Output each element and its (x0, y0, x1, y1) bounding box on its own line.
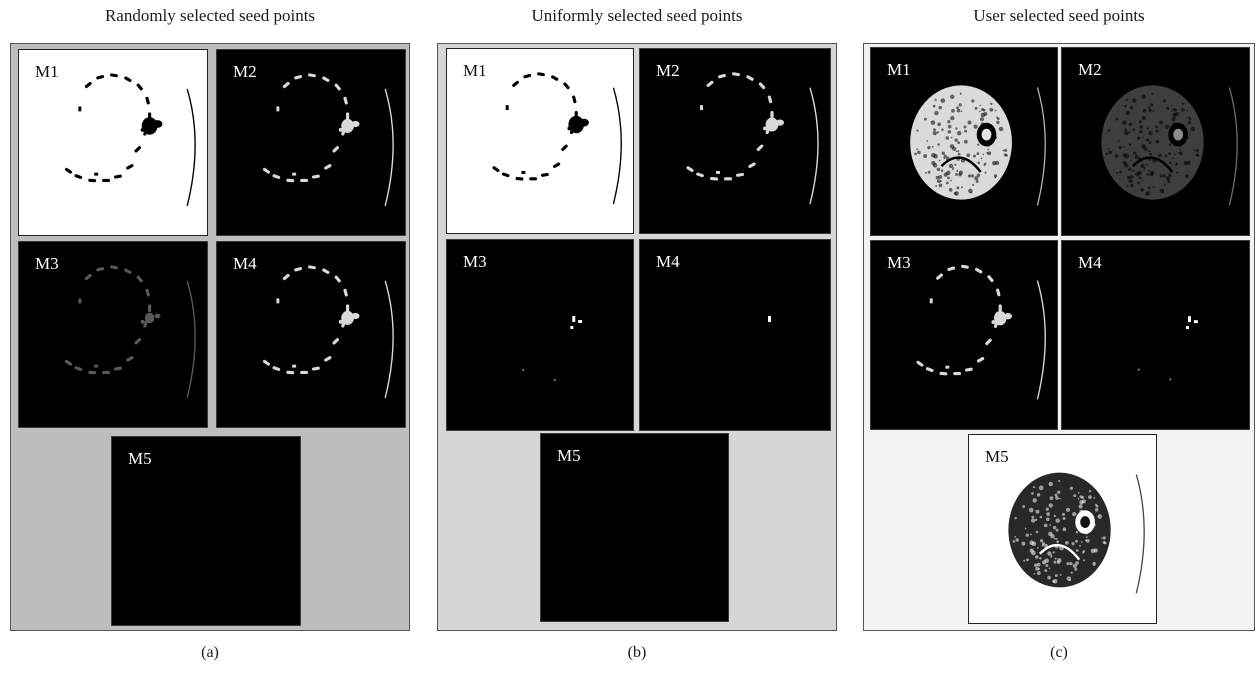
segmentation-mask-image (686, 72, 819, 205)
tile-label: M1 (463, 61, 487, 80)
panel-b: M1 M2 M3 M4 M5 (437, 43, 837, 631)
segmentation-mask-image (64, 73, 196, 206)
panel-b-title: Uniformly selected seed points (531, 6, 743, 25)
tile-label: M2 (233, 62, 257, 81)
panel-c-tile-m1: M1 (870, 47, 1058, 236)
panel-a-title: Randomly selected seed points (104, 6, 316, 25)
tile-label: M1 (887, 60, 911, 79)
tile-label: M4 (656, 252, 680, 271)
segmentation-mask-image (1137, 316, 1198, 381)
tile-label: M3 (463, 252, 487, 271)
segmentation-mask-image (522, 316, 583, 381)
tile-label: M3 (887, 253, 911, 272)
panel-c-title: User selected seed points (973, 6, 1145, 25)
segmentation-mask-image (262, 265, 394, 398)
tile-label: M2 (1078, 60, 1102, 79)
panel-b-tile-m5: M5 (540, 433, 729, 622)
segmentation-mask-image (1101, 85, 1238, 206)
tile-label: M5 (557, 446, 581, 465)
segmentation-mask-image (768, 316, 771, 322)
panel-c-tile-m4: M4 (1061, 240, 1250, 430)
panel-b-tile-m2: M2 (639, 48, 831, 234)
panel-c-tile-m2: M2 (1061, 47, 1250, 236)
panel-c-tile-m3: M3 (870, 240, 1058, 430)
panel-a-tile-m1: M1 (18, 49, 208, 236)
tile-label: M5 (985, 447, 1009, 466)
tile-label: M5 (128, 449, 152, 468)
segmentation-mask-image (916, 264, 1046, 400)
tile-label: M1 (35, 62, 59, 81)
panel-b-tile-m4: M4 (639, 239, 831, 431)
panel-a: M1 M2 M3 M4 M5 (10, 43, 410, 631)
segmentation-mask-image (1008, 472, 1145, 594)
tile-label: M4 (233, 254, 257, 273)
panel-c-caption: (c) (1050, 644, 1068, 661)
panel-c-tile-m5: M5 (968, 434, 1157, 624)
segmentation-mask-image (492, 72, 622, 205)
panel-c: M1 M2 M3 M4 M5 (863, 43, 1255, 631)
segmentation-mask-image (910, 85, 1046, 206)
segmentation-mask-image (262, 73, 394, 206)
panel-a-tile-m4: M4 (216, 241, 406, 428)
tile-label: M4 (1078, 253, 1102, 272)
panel-a-tile-m2: M2 (216, 49, 406, 236)
tile-label: M2 (656, 61, 680, 80)
segmentation-mask-image (64, 265, 196, 398)
panel-b-tile-m1: M1 (446, 48, 634, 234)
panel-b-tile-m3: M3 (446, 239, 634, 431)
panel-a-tile-m3: M3 (18, 241, 208, 428)
panel-a-caption: (a) (201, 644, 219, 661)
panel-b-caption: (b) (627, 644, 647, 661)
panel-a-tile-m5: M5 (111, 436, 301, 626)
tile-label: M3 (35, 254, 59, 273)
